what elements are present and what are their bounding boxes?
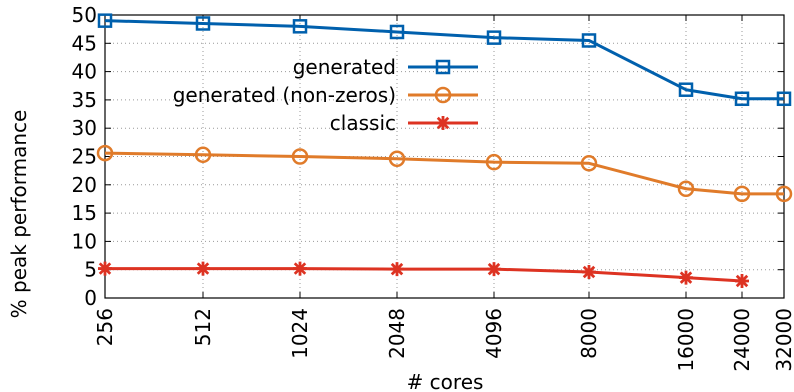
legend-item: classic xyxy=(330,111,478,135)
data-point xyxy=(194,146,212,164)
series-2 xyxy=(98,261,749,289)
legend-label: classic xyxy=(330,111,396,135)
series-line xyxy=(104,19,784,101)
data-point xyxy=(733,185,751,203)
grid xyxy=(105,15,784,298)
legend-marker xyxy=(436,116,450,130)
data-point xyxy=(388,150,406,168)
y-tick-label: 0 xyxy=(84,286,97,310)
x-tick-label: 256 xyxy=(93,308,117,346)
data-point xyxy=(580,155,598,172)
legend-marker xyxy=(434,86,452,104)
y-tick-label: 10 xyxy=(72,229,97,253)
x-tick-label: 24000 xyxy=(730,308,754,372)
legend-item: generated (non-zeros) xyxy=(173,83,478,107)
data-point xyxy=(390,262,404,277)
x-tick-label: 1024 xyxy=(288,308,312,359)
y-tick-label: 45 xyxy=(72,31,97,55)
data-point xyxy=(678,82,694,97)
legend-marker xyxy=(435,59,451,75)
data-point xyxy=(581,33,597,48)
x-tick-label: 16000 xyxy=(674,308,698,372)
series-line xyxy=(105,267,743,283)
plot-border xyxy=(104,14,785,299)
data-point xyxy=(776,91,792,107)
y-tick-label: 30 xyxy=(72,116,97,140)
x-tick-label: 512 xyxy=(191,308,215,346)
data-point xyxy=(734,91,750,107)
legend-item: generated xyxy=(293,55,478,79)
legend-label: generated (non-zeros) xyxy=(173,83,396,107)
y-axis-label: % peak performance xyxy=(7,110,31,319)
y-tick-label: 50 xyxy=(72,3,97,27)
data-point xyxy=(389,24,405,40)
y-tick-label: 35 xyxy=(72,88,97,112)
data-point xyxy=(196,261,210,276)
data-point xyxy=(485,153,503,171)
data-point xyxy=(677,180,695,198)
data-point xyxy=(293,261,307,276)
data-point xyxy=(679,270,693,285)
y-tick-label: 5 xyxy=(84,258,97,282)
y-tick-label: 25 xyxy=(72,145,97,169)
series-line xyxy=(104,151,784,196)
x-tick-label: 32000 xyxy=(772,308,794,372)
data-point xyxy=(98,261,112,276)
series-1 xyxy=(96,144,793,203)
data-point xyxy=(487,262,501,277)
series-group xyxy=(96,13,793,289)
series-0 xyxy=(97,13,792,107)
legend: generated generated (non-zeros) classic xyxy=(173,55,478,135)
legend-label: generated xyxy=(293,55,396,79)
y-tick-label: 40 xyxy=(72,60,97,84)
data-point xyxy=(292,19,308,34)
x-tick-label: 2048 xyxy=(385,308,409,359)
data-point xyxy=(775,185,793,203)
axes: 0 5 10 15 20 25 30 35 40 45 50 256 512 1024 2048 4096 80… xyxy=(72,3,794,372)
data-point xyxy=(195,16,211,31)
data-point xyxy=(582,264,596,279)
x-tick-label: 8000 xyxy=(577,308,601,359)
data-point xyxy=(291,148,309,165)
x-tick-label: 4096 xyxy=(482,308,506,359)
y-tick-label: 20 xyxy=(72,173,97,197)
data-point xyxy=(97,13,113,28)
data-point xyxy=(735,274,749,289)
x-axis-label: # cores xyxy=(407,370,484,392)
data-point xyxy=(96,144,114,162)
y-tick-label: 15 xyxy=(72,201,97,225)
data-point xyxy=(486,30,502,45)
